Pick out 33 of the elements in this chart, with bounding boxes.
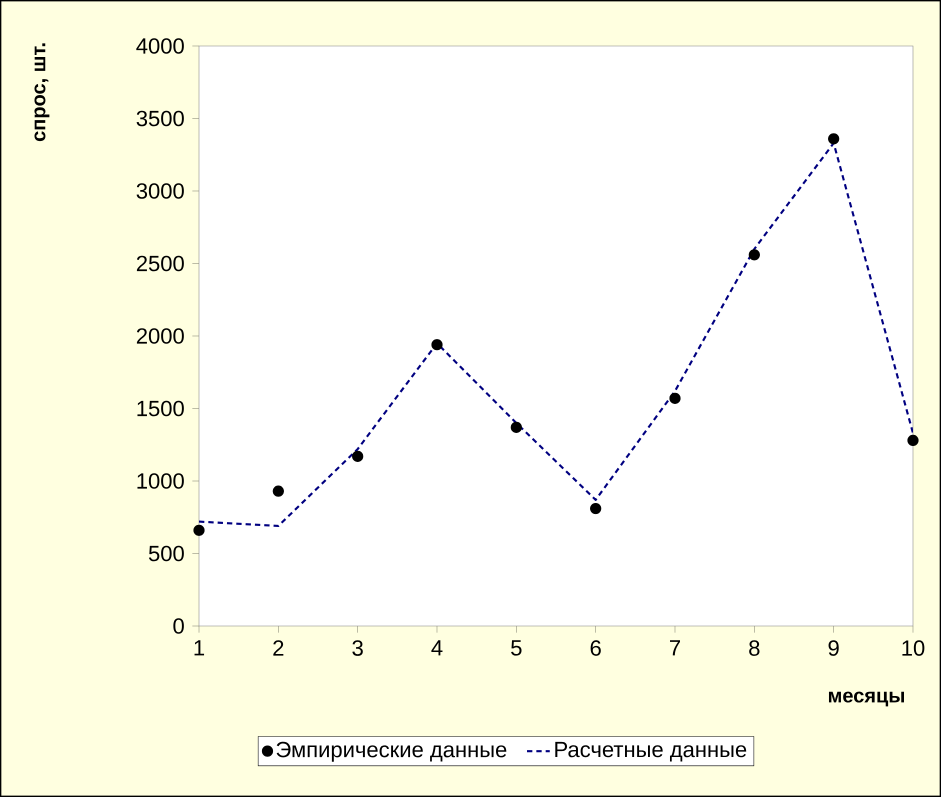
- point: [193, 524, 205, 536]
- legend-label: Эмпирические данные: [276, 742, 506, 762]
- y-tick-label: 4000: [136, 38, 184, 54]
- x-tick-label: 1: [194, 640, 204, 656]
- y-tick-label: 0: [173, 618, 184, 634]
- point: [352, 450, 364, 462]
- point: [828, 133, 840, 144]
- point: [590, 502, 602, 514]
- point: [907, 434, 919, 446]
- x-tick-label: 6: [590, 640, 601, 656]
- x-axis-title: месяцы: [828, 692, 904, 706]
- y-tick-label: 3500: [136, 110, 184, 126]
- x-tick-label: 8: [749, 640, 760, 656]
- x-tick-label: 3: [352, 640, 363, 656]
- x-tick-label: 9: [828, 640, 839, 656]
- y-axis-title: спрос, шт.: [34, 43, 50, 142]
- point: [510, 422, 522, 433]
- y-tick-label: 500: [148, 546, 184, 562]
- x-tick-label: 7: [670, 640, 680, 656]
- point: [669, 392, 681, 404]
- x-tick-label: 2: [273, 640, 284, 656]
- point: [431, 339, 443, 350]
- y-tick-label: 3000: [136, 183, 184, 199]
- x-tick-label: 5: [511, 640, 522, 656]
- legend-label: Расчетные данные: [555, 742, 746, 762]
- y-tick-label: 2000: [136, 328, 184, 344]
- x-tick-label: 10: [902, 640, 924, 656]
- point: [272, 486, 284, 497]
- x-tick-label: 4: [431, 640, 442, 656]
- y-tick-label: 1500: [137, 400, 184, 416]
- point: [748, 249, 760, 260]
- y-tick-label: 1000: [137, 473, 184, 489]
- y-tick-label: 2500: [136, 256, 184, 272]
